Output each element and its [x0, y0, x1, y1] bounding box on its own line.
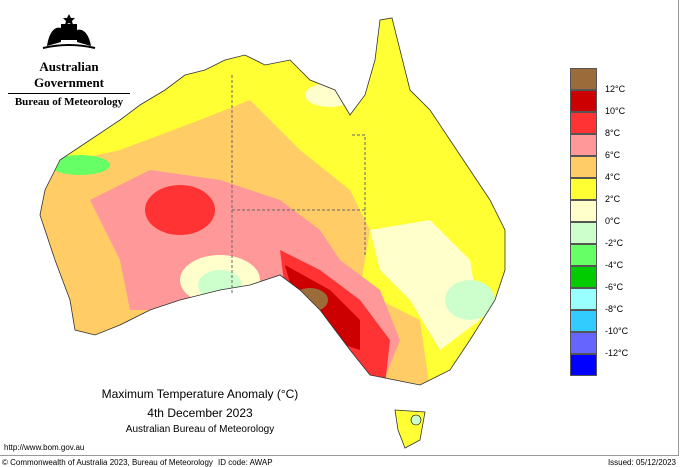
legend-label: 8°C	[605, 128, 621, 138]
legend-label: 2°C	[605, 194, 621, 204]
website-link[interactable]: http://www.bom.gov.au	[4, 443, 85, 452]
map-date: 4th December 2023	[147, 406, 253, 420]
divider	[8, 93, 130, 94]
issued-date: Issued: 05/12/2023	[607, 458, 676, 467]
legend-swatch	[570, 266, 597, 288]
legend-label: 4°C	[605, 172, 621, 182]
legend-label: -2°C	[605, 238, 624, 248]
legend-swatch	[570, 90, 597, 112]
legend-swatch	[570, 68, 597, 90]
legend-swatch	[570, 134, 597, 156]
state-borders	[231, 75, 366, 295]
legend-swatch	[570, 156, 597, 178]
map-frame	[0, 0, 679, 456]
legend-swatch	[570, 200, 597, 222]
coat-of-arms-icon	[42, 14, 96, 49]
legend-label: -8°C	[605, 304, 624, 314]
legend-swatch	[570, 112, 597, 134]
map-title: Maximum Temperature Anomaly (°C)	[101, 387, 299, 401]
map-titles: Maximum Temperature Anomaly (°C) 4th Dec…	[90, 387, 310, 435]
legend-label: -6°C	[605, 282, 624, 292]
legend-swatch	[570, 178, 597, 200]
government-name: Australian Government	[33, 59, 105, 90]
map-source: Australian Bureau of Meteorology	[125, 424, 275, 435]
legend-label: 6°C	[605, 150, 621, 160]
legend-label: 10°C	[605, 106, 626, 116]
legend-label: -10°C	[605, 326, 629, 336]
legend-label: 0°C	[605, 216, 621, 226]
legend-swatch	[570, 288, 597, 310]
legend-label: -12°C	[605, 348, 629, 358]
legend-swatch	[570, 222, 597, 244]
government-logo: Australian Government Bureau of Meteorol…	[8, 12, 130, 108]
id-code: ID code: AWAP	[218, 458, 273, 467]
legend-swatch	[570, 244, 597, 266]
agency-name: Bureau of Meteorology	[14, 96, 124, 108]
legend-swatch	[570, 310, 597, 332]
copyright: © Commonwealth of Australia 2023, Bureau…	[2, 458, 213, 467]
legend-label: -4°C	[605, 260, 624, 270]
legend-swatch	[570, 354, 597, 376]
legend-swatch	[570, 332, 597, 354]
legend-label: 12°C	[605, 84, 626, 94]
tasmania	[394, 409, 426, 449]
